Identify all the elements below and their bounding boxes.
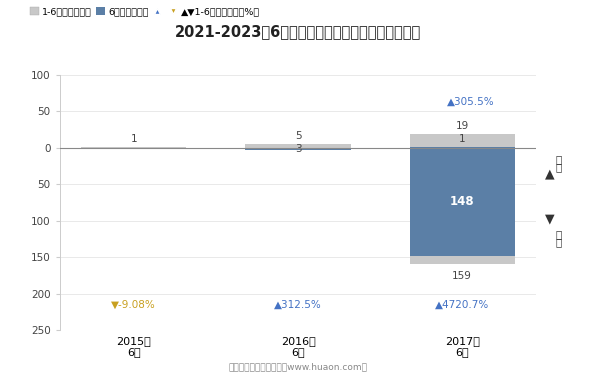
Text: ▲312.5%: ▲312.5%: [274, 300, 322, 309]
Text: 制图：华经产业研究院（www.huaon.com）: 制图：华经产业研究院（www.huaon.com）: [228, 362, 368, 371]
Text: 出: 出: [555, 154, 561, 164]
Bar: [246, 148, 350, 150]
Text: 口: 口: [555, 237, 561, 247]
Bar: [246, 144, 350, 148]
Bar: [409, 134, 515, 148]
Bar: [409, 148, 515, 256]
Bar: [81, 147, 187, 148]
Text: 3: 3: [294, 144, 302, 154]
Title: 2021-2023年6月天津蓟州保税物流中心进、出口额: 2021-2023年6月天津蓟州保税物流中心进、出口额: [175, 24, 421, 39]
Text: 159: 159: [452, 271, 472, 281]
Text: 5: 5: [294, 131, 302, 141]
Text: 口: 口: [555, 162, 561, 172]
Bar: [409, 148, 515, 264]
Legend: 1-6月（万美元）, 6月（万美元）, , ▲▼1-6月同比增速（%）: 1-6月（万美元）, 6月（万美元）, , ▲▼1-6月同比增速（%）: [26, 3, 263, 20]
Text: ▲4720.7%: ▲4720.7%: [435, 300, 489, 309]
Text: 19: 19: [455, 121, 469, 131]
Bar: [409, 147, 515, 148]
Text: ▲: ▲: [545, 168, 555, 181]
Text: ▲305.5%: ▲305.5%: [446, 96, 494, 106]
Text: ▼-9.08%: ▼-9.08%: [111, 300, 156, 309]
Text: ▼: ▼: [545, 213, 555, 226]
Text: 1: 1: [131, 134, 137, 144]
Text: 进: 进: [555, 230, 561, 239]
Text: 148: 148: [450, 195, 474, 208]
Text: 1: 1: [459, 134, 465, 144]
